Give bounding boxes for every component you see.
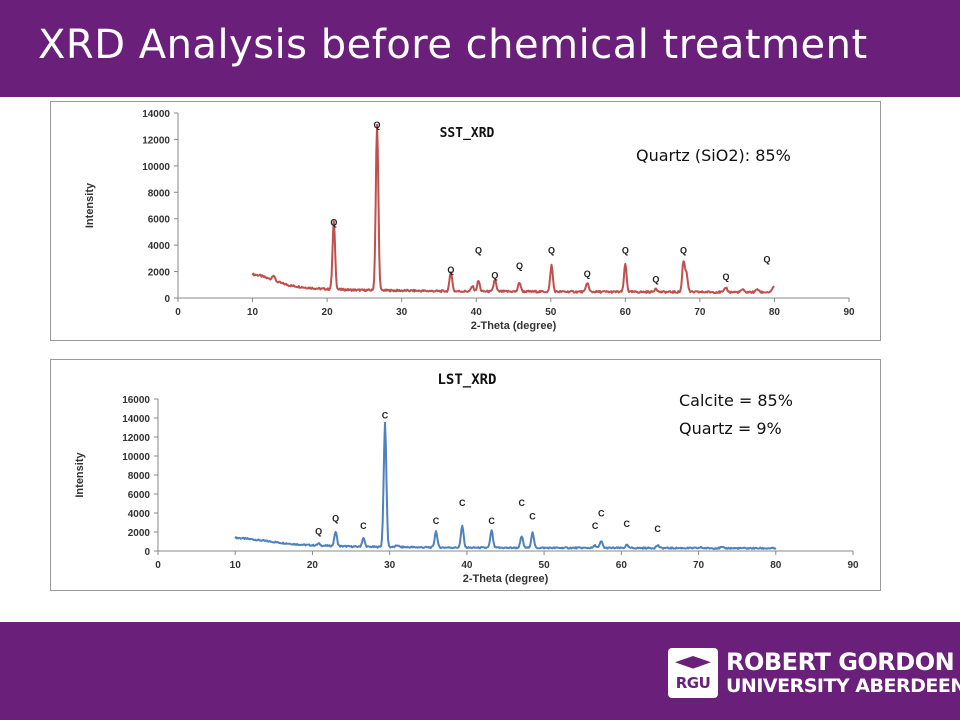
y-tick-label: 6000 — [148, 215, 171, 226]
peak-label: Q — [330, 218, 337, 228]
x-tick-label: 20 — [322, 307, 334, 318]
peak-label: C — [382, 411, 389, 421]
x-axis-label: 2-Theta (degree) — [463, 573, 549, 585]
lst-xrd-chart-panel: 0 10 20 30 40 50 60 70 80 90 0 2000 4000 6000 8000 1000… — [50, 359, 881, 591]
peak-label: Q — [315, 527, 322, 537]
y-tick-label: 12000 — [122, 433, 150, 444]
x-tick-label: 50 — [545, 307, 557, 318]
y-tick-label: 10000 — [122, 452, 150, 463]
footer-bar — [0, 622, 960, 720]
y-tick-label: 2000 — [148, 268, 171, 279]
header-bar — [0, 0, 960, 97]
peak-label: Q — [548, 245, 555, 255]
y-tick-label: 14000 — [122, 414, 150, 425]
peak-label: Q — [763, 255, 770, 265]
y-tick-label: 0 — [164, 294, 170, 305]
graduation-cap-icon — [675, 656, 711, 669]
peak-label: C — [654, 524, 661, 534]
x-tick-label: 70 — [693, 560, 705, 571]
peak-label: Q — [447, 265, 454, 275]
x-tick-label: 50 — [539, 560, 551, 571]
peak-label: Q — [332, 513, 339, 523]
peak-label: C — [592, 521, 599, 531]
chart-title: LST_XRD — [437, 372, 496, 388]
lst-xrd-chart: 0 10 20 30 40 50 60 70 80 90 0 2000 4000 6000 8000 1000… — [74, 372, 859, 585]
x-tick-label: 60 — [616, 560, 628, 571]
x-tick-label: 60 — [620, 307, 632, 318]
y-tick-label: 12000 — [142, 135, 170, 146]
y-tick-label: 10000 — [142, 162, 170, 173]
peak-label: Q — [622, 245, 629, 255]
sst-xrd-chart-panel: 0 10 20 30 40 50 60 70 80 90 0 2000 4000 6000 8000 1000… — [50, 101, 881, 341]
y-tick-label: 6000 — [128, 490, 151, 501]
peak-label: Q — [374, 120, 381, 130]
sst-quartz-annotation: Quartz (SiO2): 85% — [636, 146, 791, 165]
y-tick-label: 4000 — [148, 241, 171, 252]
peak-label: Q — [516, 261, 523, 271]
peak-label: C — [488, 516, 495, 526]
x-tick-label: 10 — [247, 307, 259, 318]
x-tick-label: 80 — [770, 560, 782, 571]
x-tick-label: 30 — [396, 307, 408, 318]
lst-calcite-annotation: Calcite = 85% — [679, 391, 793, 410]
x-tick-label: 80 — [769, 307, 781, 318]
y-tick-label: 4000 — [128, 509, 151, 520]
peak-label: C — [529, 511, 536, 521]
rgu-logo-badge: RGU — [668, 648, 718, 698]
peak-label: C — [623, 519, 630, 529]
y-axis-label: Intensity — [84, 182, 96, 228]
peak-label: Q — [584, 269, 591, 279]
x-tick-label: 40 — [471, 307, 483, 318]
lst-quartz-annotation: Quartz = 9% — [679, 419, 782, 438]
x-tick-label: 20 — [307, 560, 319, 571]
x-tick-label: 30 — [384, 560, 396, 571]
logo-line-1: ROBERT GORDON — [726, 648, 955, 676]
xrd-series-line — [251, 123, 775, 294]
x-tick-label: 70 — [694, 307, 706, 318]
y-tick-label: 8000 — [128, 471, 151, 482]
peak-label: Q — [652, 274, 659, 284]
peak-label: C — [518, 498, 525, 508]
x-tick-label: 90 — [843, 307, 855, 318]
x-tick-label: 90 — [847, 560, 859, 571]
peak-label: Q — [722, 272, 729, 282]
y-tick-label: 16000 — [122, 395, 150, 406]
peak-label: Q — [680, 245, 687, 255]
sst-xrd-chart: 0 10 20 30 40 50 60 70 80 90 0 2000 4000 6000 8000 1000… — [84, 109, 855, 332]
peak-label: C — [433, 516, 440, 526]
y-tick-label: 14000 — [142, 109, 170, 120]
peak-label: C — [360, 521, 367, 531]
peak-label: Q — [475, 245, 482, 255]
y-tick-label: 2000 — [128, 528, 151, 539]
x-tick-label: 10 — [230, 560, 242, 571]
x-tick-label: 0 — [175, 307, 181, 318]
rgu-logo-text: RGU — [675, 674, 711, 692]
y-axis-label: Intensity — [74, 452, 86, 498]
y-tick-label: 8000 — [148, 188, 171, 199]
page-title: XRD Analysis before chemical treatment — [38, 22, 868, 68]
chart-title: SST_XRD — [440, 126, 495, 141]
x-tick-label: 0 — [155, 560, 161, 571]
peak-label: C — [598, 509, 605, 519]
peak-label: C — [459, 498, 466, 508]
xrd-series-line — [234, 421, 777, 550]
x-tick-label: 40 — [461, 560, 473, 571]
logo-line-2: UNIVERSITY ABERDEEN — [726, 675, 960, 697]
peak-label: Q — [491, 270, 498, 280]
y-tick-label: 0 — [144, 547, 150, 558]
x-axis-label: 2-Theta (degree) — [471, 320, 557, 332]
